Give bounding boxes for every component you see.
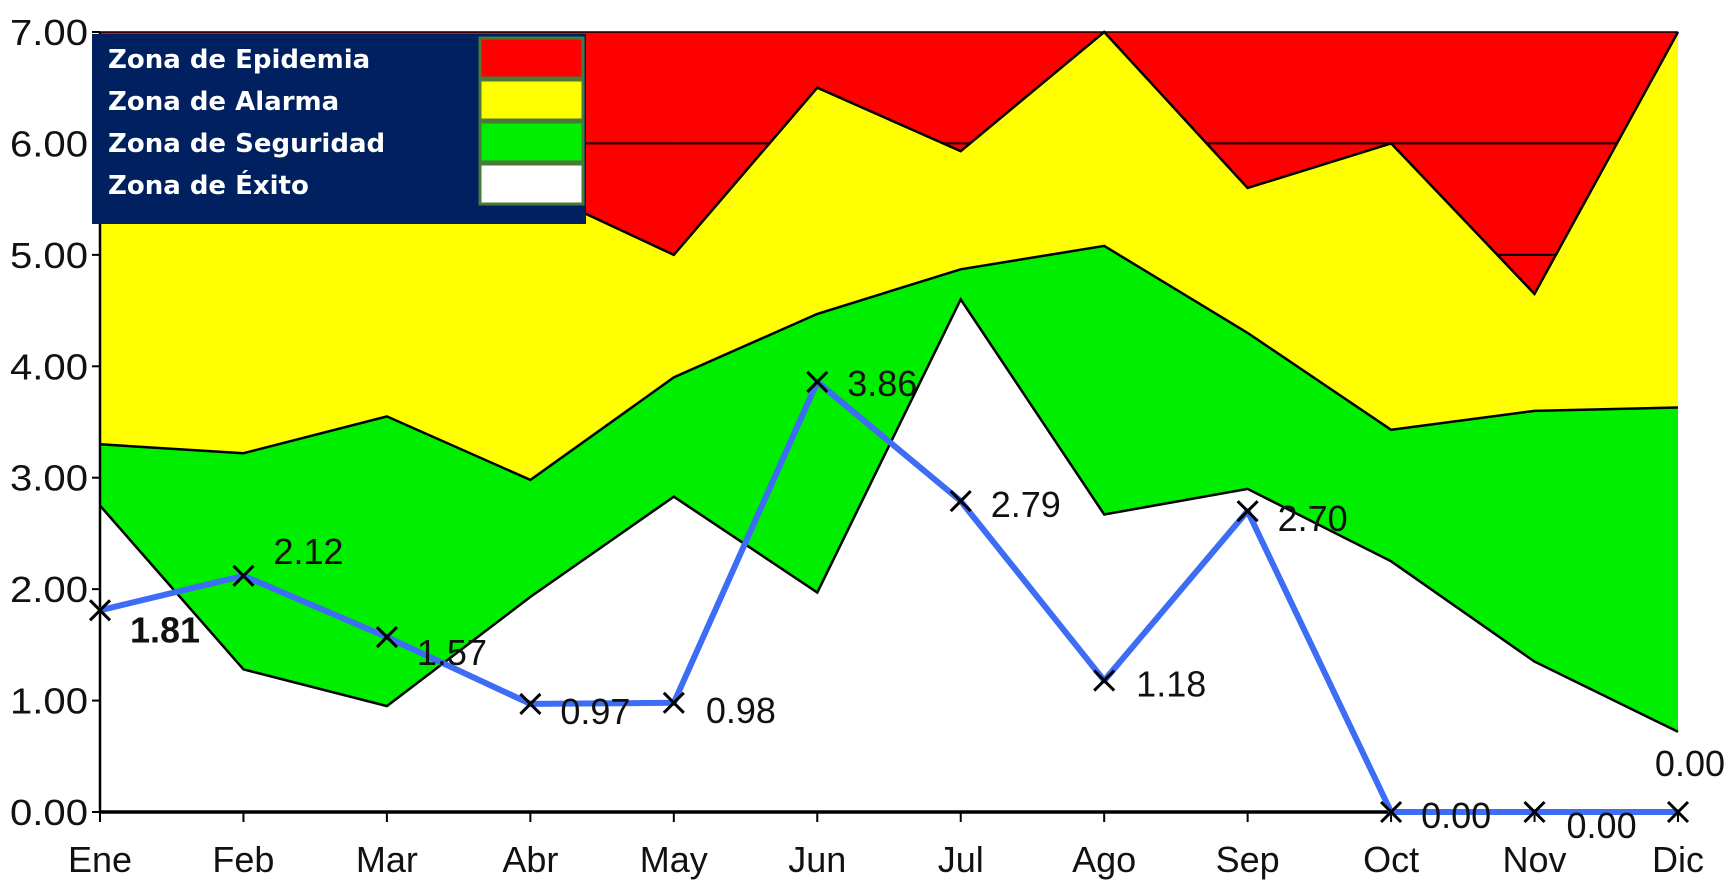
point-marker-stroke xyxy=(1523,800,1546,824)
point-marker-stroke xyxy=(519,692,542,715)
legend-label: Zona de Seguridad xyxy=(108,129,385,159)
zone-boundary-line xyxy=(99,296,1679,733)
legend-label: Zona de Alarma xyxy=(108,87,339,117)
data-label-may: 0.98 xyxy=(706,690,776,731)
data-label-sep: 2.70 xyxy=(1278,498,1348,539)
data-label-ene: 1.81 xyxy=(130,609,200,650)
x-tick-label-sep: Sep xyxy=(1216,839,1280,880)
point-marker-stroke xyxy=(949,490,972,513)
y-tick-label: 5.00 xyxy=(10,235,88,276)
point-marker-stroke xyxy=(1380,800,1403,824)
legend-label: Zona de Epidemia xyxy=(108,45,370,75)
zone-zona-de-seguridad xyxy=(100,245,1678,732)
data-label-feb: 2.12 xyxy=(273,531,343,572)
data-label-ago: 1.18 xyxy=(1136,664,1206,705)
legend-swatch xyxy=(478,36,585,80)
x-tick-label-jun: Jun xyxy=(788,839,846,880)
legend-swatch xyxy=(478,162,585,206)
y-tick-label: 3.00 xyxy=(10,458,88,499)
series-point-mar xyxy=(375,625,398,649)
point-marker-stroke xyxy=(1236,500,1259,523)
y-tick-label: 4.00 xyxy=(10,346,88,387)
labels-layer: 1.81 2.12 1.57 0.97 0.98 3.86 2.79 1.18 2.70 0.00… xyxy=(130,363,1725,846)
series-point-sep xyxy=(1236,500,1259,523)
axes-layer: 0.00 1.00 2.00 3.00 4.00 5.00 6.00 7.00 Ene Feb Ma… xyxy=(10,12,1704,880)
y-tick-label: 1.00 xyxy=(10,681,88,722)
data-label-dic: 0.00 xyxy=(1655,743,1725,784)
zone-boundary-line xyxy=(99,244,1679,482)
zone-zona-de-alarma xyxy=(100,32,1678,480)
series-point-feb xyxy=(232,564,255,587)
x-tick-label-feb: Feb xyxy=(212,839,274,880)
series-point-jun xyxy=(806,370,829,393)
x-tick-label-ene: Ene xyxy=(68,839,132,880)
zone-zona-de-exito xyxy=(100,299,1678,812)
data-label-abr: 0.97 xyxy=(560,691,630,732)
y-tick-label: 0.00 xyxy=(10,792,88,833)
point-marker-stroke xyxy=(1666,800,1690,824)
series-layer xyxy=(88,370,1690,824)
y-tick-label: 2.00 xyxy=(10,569,88,610)
x-tick-label-may: May xyxy=(640,839,708,880)
series-point-abr xyxy=(519,692,542,715)
data-label-jul: 2.79 xyxy=(991,484,1061,525)
data-label-oct: 0.00 xyxy=(1421,795,1491,836)
x-tick-label-oct: Oct xyxy=(1363,839,1419,880)
point-marker-stroke xyxy=(375,625,398,649)
data-label-nov: 0.00 xyxy=(1567,805,1637,846)
point-marker-stroke xyxy=(662,691,685,714)
point-marker-stroke xyxy=(1093,669,1116,692)
series-point-dic xyxy=(1666,800,1690,824)
series-point-ago xyxy=(1093,669,1116,692)
data-label-mar: 1.57 xyxy=(417,632,487,673)
x-tick-label-mar: Mar xyxy=(356,839,418,880)
series-point-ene xyxy=(88,599,112,622)
x-tick-label-nov: Nov xyxy=(1503,839,1567,880)
legend-label: Zona de Éxito xyxy=(108,169,309,201)
legend-swatch xyxy=(478,120,585,164)
data-label-jun: 3.86 xyxy=(847,363,917,404)
legend-swatch xyxy=(478,78,585,122)
series-point-jul xyxy=(949,490,972,513)
point-marker-stroke xyxy=(806,370,829,393)
y-tick-label: 6.00 xyxy=(10,123,88,164)
x-tick-label-dic: Dic xyxy=(1652,839,1704,880)
x-tick-label-ago: Ago xyxy=(1072,839,1136,880)
series-line xyxy=(99,378,1678,815)
point-marker-stroke xyxy=(232,564,255,587)
series-point-oct xyxy=(1380,800,1403,824)
point-marker-stroke xyxy=(88,599,112,622)
x-tick-label-jul: Jul xyxy=(938,839,984,880)
y-tick-label: 7.00 xyxy=(10,12,88,53)
x-tick-label-abr: Abr xyxy=(502,839,558,880)
series-point-nov xyxy=(1523,800,1546,824)
legend: Zona de Epidemia Zona de Alarma Zona de Se… xyxy=(92,34,586,224)
series-point-may xyxy=(662,691,685,714)
